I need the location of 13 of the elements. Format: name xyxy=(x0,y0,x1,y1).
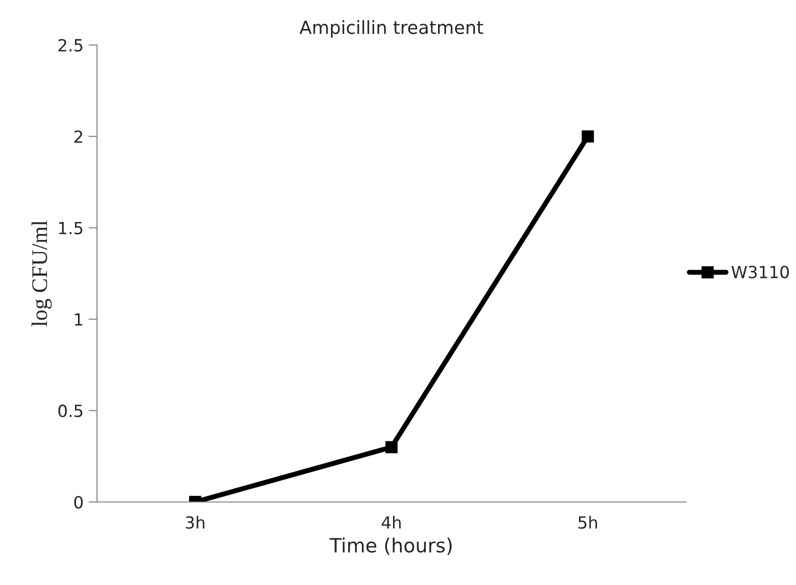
legend-label: W3110 xyxy=(732,266,789,278)
y-tick-label: 2 xyxy=(74,130,82,143)
y-tick-label: 1 xyxy=(75,313,82,326)
y-tick-label: 0 xyxy=(74,496,83,509)
x-tick-label: 3h xyxy=(186,516,204,529)
y-axis-title: log CFU/ml xyxy=(32,220,52,326)
y-tick-label: 2.5 xyxy=(58,38,82,52)
y-tick-label: 1.5 xyxy=(59,222,82,234)
x-axis-title: Time (hours) xyxy=(330,538,452,555)
x-tick-label: 4h xyxy=(382,516,401,529)
x-tick-label: 5h xyxy=(578,516,597,529)
y-tick-label: 0.5 xyxy=(58,404,82,418)
chart-title: Ampicillin treatment xyxy=(300,20,484,38)
